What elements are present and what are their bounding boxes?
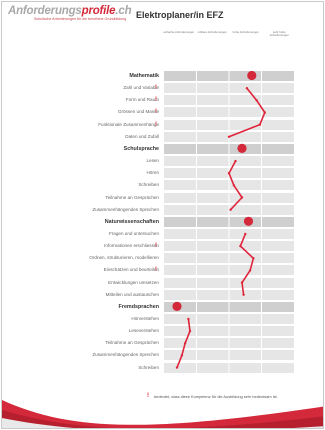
competence-row: Lesen [26, 155, 294, 167]
competence-row: Hören [26, 167, 294, 179]
competence-row: Daten und Zufall [26, 131, 294, 143]
legend: ! bedeutet, dass diese Kompetenz für die… [147, 393, 294, 399]
competence-label: Informationen erschliessen [104, 243, 159, 249]
competence-band [164, 228, 294, 239]
important-mark: ! [155, 267, 157, 274]
section-title: Schulsprache [123, 145, 159, 152]
competence-row: Grössen und Masse! [26, 106, 294, 118]
logo: Anforderungsprofile.ch Schulische Anford… [8, 5, 132, 21]
competence-band [164, 314, 294, 324]
competence-label: Mitteilen und austauschen [105, 291, 159, 297]
competence-row: Entwicklungen umsetzen [26, 277, 294, 289]
section-title: Fremdsprachen [118, 303, 159, 310]
column-header: sehr hohe Anforderungen [269, 30, 289, 38]
important-mark: ! [155, 97, 157, 104]
competence-row: Funktionale Zusammenhänge! [26, 119, 294, 131]
competence-label: Funktionale Zusammenhänge [98, 121, 159, 127]
competence-row: Zusammenhängendes Sprechen [26, 349, 294, 361]
important-mark: ! [155, 243, 157, 250]
competence-band [164, 326, 294, 337]
section-row: Naturwissenschaften [26, 216, 294, 228]
section-title: Mathematik [129, 73, 159, 79]
competence-row: Informationen erschliessen! [26, 240, 294, 252]
column-headers: einfache Anforderungen mittlere Anforder… [162, 30, 296, 51]
competence-band [164, 289, 294, 300]
competence-band [164, 95, 294, 106]
competence-band [164, 131, 294, 142]
competence-label: Teilnahme an Gesprächen [105, 340, 159, 346]
competence-row: Mitteilen und austauschen [26, 289, 294, 301]
competence-band [164, 192, 294, 203]
competence-band [164, 119, 294, 130]
competence-row: Form und Raum! [26, 94, 294, 106]
competence-label: Fragen und untersuchen [108, 230, 159, 236]
important-mark: ! [155, 121, 157, 128]
competence-row: Teilnahme an Gesprächen [26, 192, 294, 204]
section-row: Mathematik [26, 70, 294, 82]
section-band [164, 216, 294, 227]
competence-label: Lesen [146, 158, 159, 164]
competence-label: Form und Raum [125, 97, 159, 103]
column-header: mittlere Anforderungen [197, 30, 227, 34]
competence-band [164, 350, 294, 361]
competence-band [164, 277, 294, 288]
section-title: Naturwissenschaften [104, 218, 159, 225]
competence-label: Zahl und Variable [123, 85, 159, 91]
competence-label: Teilnahme an Gesprächen [105, 194, 159, 200]
competence-band [164, 83, 294, 94]
competence-row: Zahl und Variable! [26, 82, 294, 94]
competence-label: Grössen und Masse [117, 109, 159, 115]
important-mark: ! [155, 85, 157, 92]
competence-band [164, 204, 294, 215]
section-band [164, 143, 294, 154]
competence-row: Teilnahme an Gesprächen [26, 337, 294, 349]
competence-band [164, 180, 294, 191]
competence-row: Hörverstehen [26, 313, 294, 325]
competence-band [164, 265, 294, 276]
competence-label: Hörverstehen [131, 316, 159, 321]
competence-label: Zusammenhängendes Sprechen [92, 352, 159, 358]
important-mark: ! [147, 393, 149, 399]
competence-row: Zusammenhängendes Sprechen [26, 204, 294, 216]
competence-label: Schreiben [138, 364, 159, 370]
section-band [164, 71, 294, 81]
column-header: einfache Anforderungen [163, 30, 195, 34]
logo-text: Anforderungsprofile.ch [8, 5, 132, 17]
section-row: Schulsprache [26, 143, 294, 155]
competence-band [164, 338, 294, 349]
competence-row: Schreiben [26, 179, 294, 191]
competence-label: Ordnen, strukturieren, modellieren [89, 255, 159, 261]
section-row: Fremdsprachen [26, 301, 294, 313]
competence-band [164, 156, 294, 167]
section-band [164, 301, 294, 312]
competence-label: Daten und Zufall [125, 133, 159, 139]
competence-label: Leseverstehen [128, 328, 159, 334]
logo-tagline: Schulische Anforderungen für die berufli… [34, 17, 127, 21]
competence-band [164, 107, 294, 118]
page-title: Elektroplaner/in EFZ [136, 10, 224, 20]
legend-text: bedeutet, dass diese Kompetenz für die A… [154, 394, 278, 399]
column-header: hohe Anforderungen [232, 30, 259, 34]
competence-label: Schreiben [138, 182, 159, 188]
competence-label: Zusammenhängendes Sprechen [92, 206, 159, 212]
competence-band [164, 168, 294, 179]
competence-label: Einschätzen und beurteilen [103, 267, 159, 273]
competence-label: Hören [146, 170, 159, 176]
competence-row: Leseverstehen [26, 325, 294, 337]
competence-row: Einschätzen und beurteilen! [26, 264, 294, 276]
competence-row: Fragen und untersuchen [26, 228, 294, 240]
competence-label: Entwicklungen umsetzen [108, 279, 159, 285]
competence-row: Ordnen, strukturieren, modellieren [26, 252, 294, 264]
decorative-swoosh [2, 400, 323, 428]
important-mark: ! [155, 109, 157, 116]
competence-band [164, 253, 294, 264]
competence-band [164, 241, 294, 252]
